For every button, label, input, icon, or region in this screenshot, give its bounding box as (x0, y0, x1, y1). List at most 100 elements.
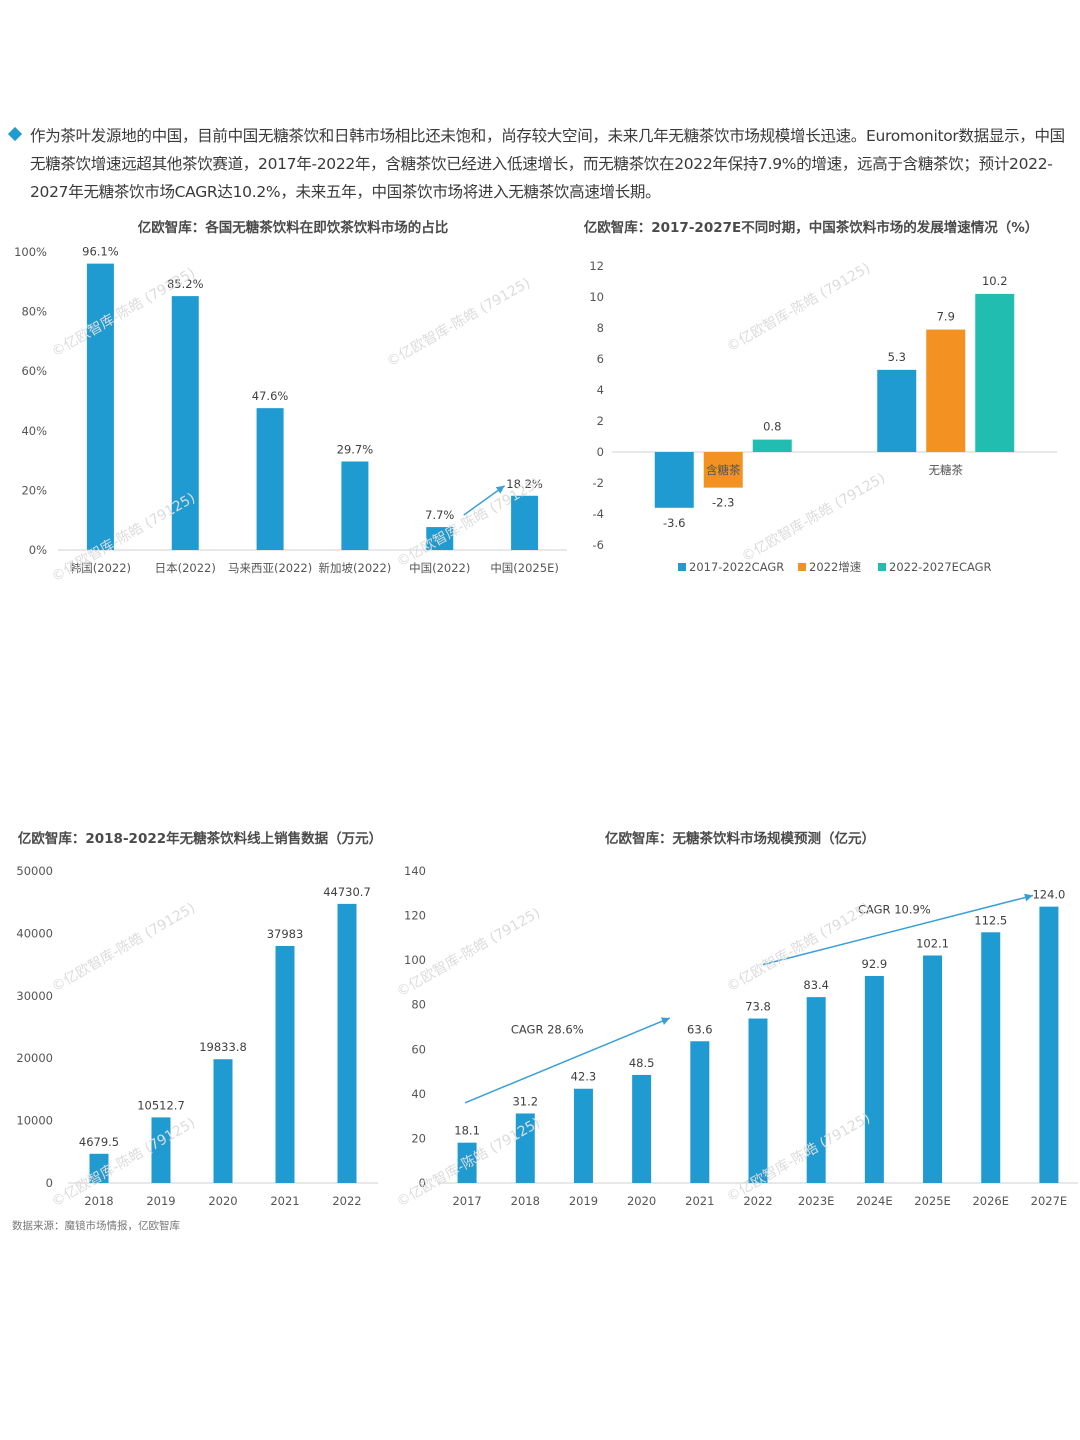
data-label: 44730.7 (323, 885, 371, 899)
watermark-text: ©亿欧智库-陈皓 (79125) (724, 899, 874, 995)
data-label: 10.2 (982, 274, 1008, 288)
x-tick-label: 2024E (856, 1194, 893, 1208)
bar (654, 452, 694, 508)
chart-growth-rates: 亿欧智库：2017-2027E不同时期，中国茶饮料市场的发展增速情况（%） -6 -… (584, 219, 1057, 574)
x-tick-label: 中国(2022) (409, 561, 470, 575)
watermark-text: ©亿欧智库-陈皓 (79125) (49, 1114, 199, 1210)
legend-swatch (798, 563, 806, 571)
y-tick-label: 20000 (16, 1051, 53, 1065)
watermark-text: ©亿欧智库-陈皓 (79125) (384, 274, 534, 370)
bar (864, 975, 884, 1183)
bar (923, 955, 943, 1183)
y-tick-label: 100 (404, 953, 426, 967)
x-tick-label: 2017 (452, 1194, 481, 1208)
chart-title: 亿欧智库：各国无糖茶饮料在即饮茶饮料市场的占比 (138, 219, 449, 236)
data-label: 102.1 (916, 936, 949, 950)
bar (341, 461, 369, 550)
chart-share-by-country: 亿欧智库：各国无糖茶饮料在即饮茶饮料市场的占比 0% 20% 40% 60% 80% 100… (14, 219, 567, 585)
y-tick-label: 20% (21, 483, 47, 497)
data-label: 73.8 (745, 1000, 771, 1014)
y-tick-label: -2 (593, 476, 604, 490)
x-tick-label: 含糖茶 (706, 463, 741, 477)
y-tick-label: 40% (21, 424, 47, 438)
data-label: 85.2% (167, 277, 204, 291)
y-tick-label: 120 (404, 909, 426, 923)
data-label: 96.1% (82, 245, 119, 259)
x-tick-label: 日本(2022) (155, 561, 216, 575)
data-label: 124.0 (1032, 888, 1065, 902)
chart-market-size-forecast: 亿欧智库：无糖茶饮料市场规模预测（亿元） 0 20 40 60 80 100 120 140 18… (394, 830, 1078, 1210)
data-label: -2.3 (712, 496, 734, 510)
y-tick-label: 12 (589, 259, 604, 273)
chart-title: 亿欧智库：2018-2022年无糖茶饮料线上销售数据（万元） (18, 830, 382, 847)
bar (171, 296, 199, 550)
x-tick-label: 2021 (270, 1194, 299, 1208)
y-tick-label: 60% (21, 364, 47, 378)
bar (877, 369, 917, 452)
y-tick-label: 20 (411, 1131, 426, 1145)
intro-text: 作为茶叶发源地的中国，目前中国无糖茶饮和日韩市场相比还未饱和，尚存较大空间，未来… (30, 127, 1065, 201)
watermark-text: ©亿欧智库-陈皓 (79125) (724, 259, 874, 355)
data-label: 31.2 (512, 1094, 538, 1108)
bar (806, 997, 826, 1183)
bar (151, 1117, 171, 1183)
data-label: 48.5 (629, 1056, 655, 1070)
bar (213, 1059, 233, 1183)
data-label: 19833.8 (199, 1040, 247, 1054)
bar (511, 495, 539, 550)
bar (632, 1074, 652, 1183)
data-label: 42.3 (571, 1070, 597, 1084)
x-tick-label: 2022 (332, 1194, 361, 1208)
bar (748, 1018, 768, 1183)
arrow-head-icon (660, 1017, 670, 1025)
x-tick-label: 2023E (798, 1194, 835, 1208)
data-label: 7.9 (937, 310, 955, 324)
y-tick-label: 140 (404, 864, 426, 878)
y-tick-label: 80% (21, 305, 47, 319)
y-tick-label: -6 (593, 538, 604, 552)
chart-online-sales: 亿欧智库：2018-2022年无糖茶饮料线上销售数据（万元） 0 10000 2000… (16, 830, 382, 1210)
bar (981, 932, 1001, 1183)
legend-label: 2017-2022CAGR (689, 560, 784, 574)
x-tick-label: 韩国(2022) (70, 561, 131, 575)
legend-swatch (878, 563, 886, 571)
x-tick-label: 2022 (743, 1194, 772, 1208)
data-label: 37983 (267, 927, 304, 941)
x-tick-label: 2020 (208, 1194, 237, 1208)
x-tick-label: 2021 (685, 1194, 714, 1208)
bar (573, 1088, 593, 1183)
legend-label: 2022增速 (809, 560, 862, 574)
chart-title: 亿欧智库：2017-2027E不同时期，中国茶饮料市场的发展增速情况（%） (584, 219, 1039, 236)
bar (89, 1153, 109, 1183)
y-tick-label: 80 (411, 998, 426, 1012)
y-tick-label: 50000 (16, 864, 53, 878)
x-tick-label: 2025E (914, 1194, 951, 1208)
arrow-head-icon (1024, 893, 1033, 902)
chart-title: 亿欧智库：无糖茶饮料市场规模预测（亿元） (605, 830, 875, 847)
data-label: 29.7% (337, 442, 374, 456)
data-label: 7.7% (425, 508, 454, 522)
annotation-label: CAGR 28.6% (511, 1023, 584, 1037)
watermark-text: ©亿欧智库-陈皓 (79125) (724, 1109, 874, 1205)
source-note: 数据来源：魔镜市场情报，亿欧智库 (12, 1220, 180, 1232)
x-tick-label: 2018 (84, 1194, 113, 1208)
bar (426, 527, 454, 550)
data-label: 0.8 (763, 420, 781, 434)
y-tick-label: 0 (597, 445, 604, 459)
x-tick-label: 2027E (1031, 1194, 1068, 1208)
data-label: 10512.7 (137, 1098, 185, 1112)
arrow-head-icon (495, 485, 505, 494)
data-label: 5.3 (888, 350, 906, 364)
trend-arrow-line (464, 1017, 671, 1104)
annotation-label: CAGR 10.9% (858, 902, 931, 916)
y-tick-label: 60 (411, 1042, 426, 1056)
data-label: 83.4 (803, 978, 829, 992)
data-label: 47.6% (252, 389, 289, 403)
intro-paragraph: 作为茶叶发源地的中国，目前中国无糖茶饮和日韩市场相比还未饱和，尚存较大空间，未来… (7, 122, 1076, 206)
y-tick-label: 40000 (16, 926, 53, 940)
bar (457, 1142, 477, 1183)
x-tick-label: 2020 (627, 1194, 656, 1208)
bar (337, 903, 357, 1183)
trend-arrow-line (463, 485, 506, 516)
bar (256, 408, 284, 550)
